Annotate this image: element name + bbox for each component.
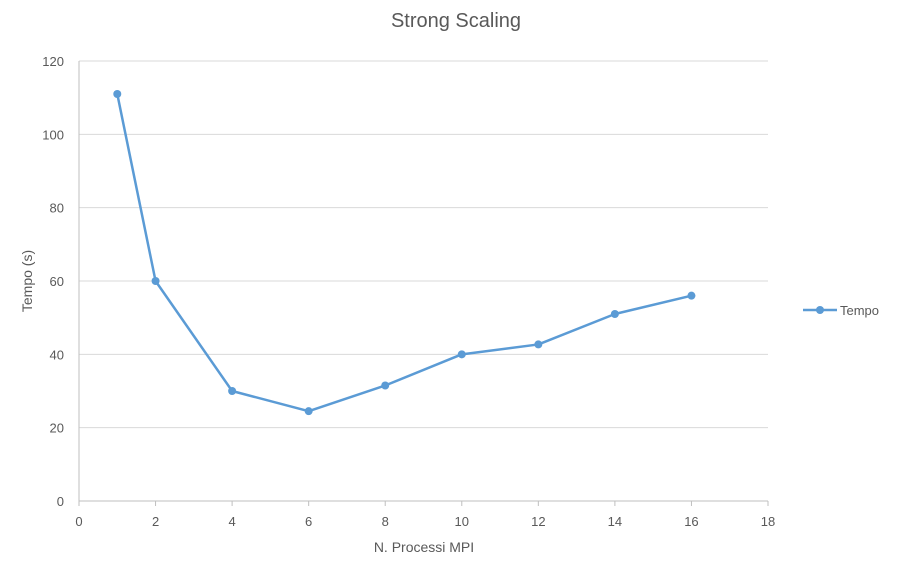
chart-title: Strong Scaling <box>391 10 521 32</box>
legend: Tempo <box>803 303 879 318</box>
x-tick-label: 4 <box>228 514 235 529</box>
y-tick-label: 0 <box>57 494 64 509</box>
x-tick-label: 16 <box>684 514 698 529</box>
x-tick-label: 0 <box>75 514 82 529</box>
data-point <box>381 381 390 390</box>
x-tick-label: 12 <box>531 514 545 529</box>
x-tick-label: 8 <box>382 514 389 529</box>
x-tick-label: 10 <box>455 514 469 529</box>
y-axis-label: Tempo (s) <box>19 250 35 312</box>
x-tick-label: 6 <box>305 514 312 529</box>
axes <box>78 61 769 506</box>
data-point <box>228 387 237 395</box>
x-tick-label: 2 <box>152 514 159 529</box>
y-tick-label: 100 <box>42 127 64 142</box>
y-tick-label: 120 <box>42 54 64 69</box>
y-tick-labels: 0 20 40 60 80 100 120 <box>42 54 64 509</box>
y-tick-label: 60 <box>50 274 64 289</box>
gridlines <box>79 60 768 429</box>
series-line-tempo <box>116 93 692 413</box>
x-tick-labels: 0 2 4 6 8 10 12 14 16 18 <box>75 514 775 529</box>
y-tick-label: 20 <box>50 421 64 436</box>
data-point <box>534 340 543 349</box>
data-point <box>304 407 313 416</box>
x-tick-label: 18 <box>761 514 775 529</box>
legend-label-tempo: Tempo <box>840 303 879 318</box>
series-group <box>113 90 696 416</box>
y-tick-label: 80 <box>50 201 64 216</box>
y-tick-label: 40 <box>50 347 64 362</box>
data-point <box>687 291 696 300</box>
data-point <box>151 277 160 285</box>
legend-point-marker <box>816 306 824 314</box>
data-point <box>610 310 619 318</box>
x-tick-label: 14 <box>608 514 622 529</box>
data-point <box>457 350 466 359</box>
data-point <box>113 90 122 98</box>
x-axis-label: N. Processi MPI <box>374 539 474 555</box>
